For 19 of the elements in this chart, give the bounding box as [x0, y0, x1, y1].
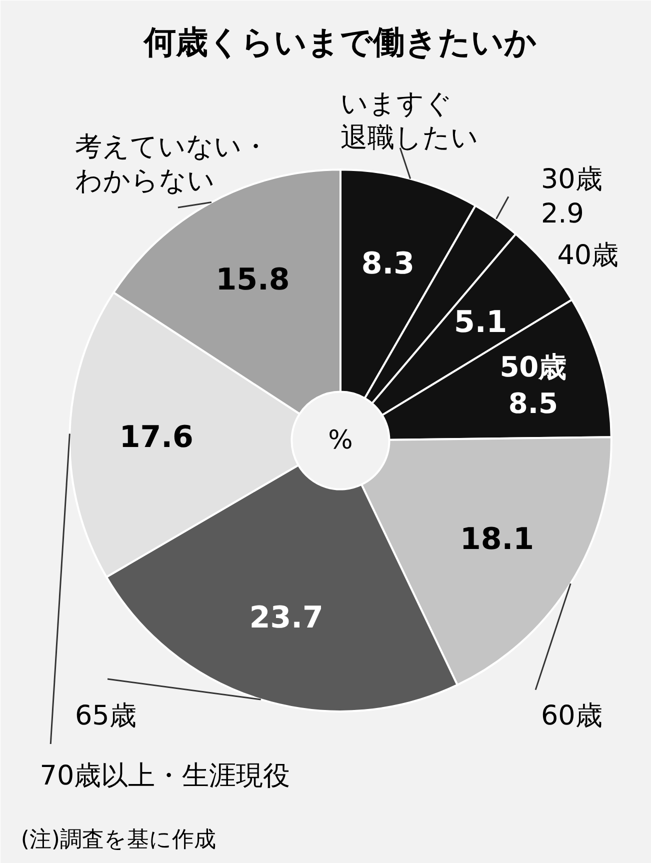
data-label: 18.1	[460, 522, 534, 557]
slice-label: 30歳	[540, 164, 602, 196]
slice-label: 65歳	[75, 700, 136, 732]
slice-label: 50歳	[500, 350, 567, 384]
slice-label: いますぐ退職したい	[340, 88, 478, 154]
text: %	[328, 426, 353, 456]
slice-label: 60歳	[540, 700, 602, 732]
data-label: 8.5	[508, 386, 558, 420]
data-label: 15.8	[216, 262, 290, 298]
slice-label: 40歳	[557, 240, 619, 272]
slice-label: 考えていない・わからない	[75, 132, 269, 197]
slice-label: 70歳以上・生涯現役	[40, 760, 290, 792]
data-label: 23.7	[249, 600, 324, 636]
data-label: 17.6	[119, 420, 194, 455]
data-label: 8.3	[361, 246, 415, 282]
data-label: 5.1	[454, 304, 508, 340]
data-label: 2.9	[540, 198, 584, 230]
text: (注)調査を基に作成	[20, 827, 216, 852]
chart-title: 何歳くらいまで働きたいか	[142, 23, 537, 62]
